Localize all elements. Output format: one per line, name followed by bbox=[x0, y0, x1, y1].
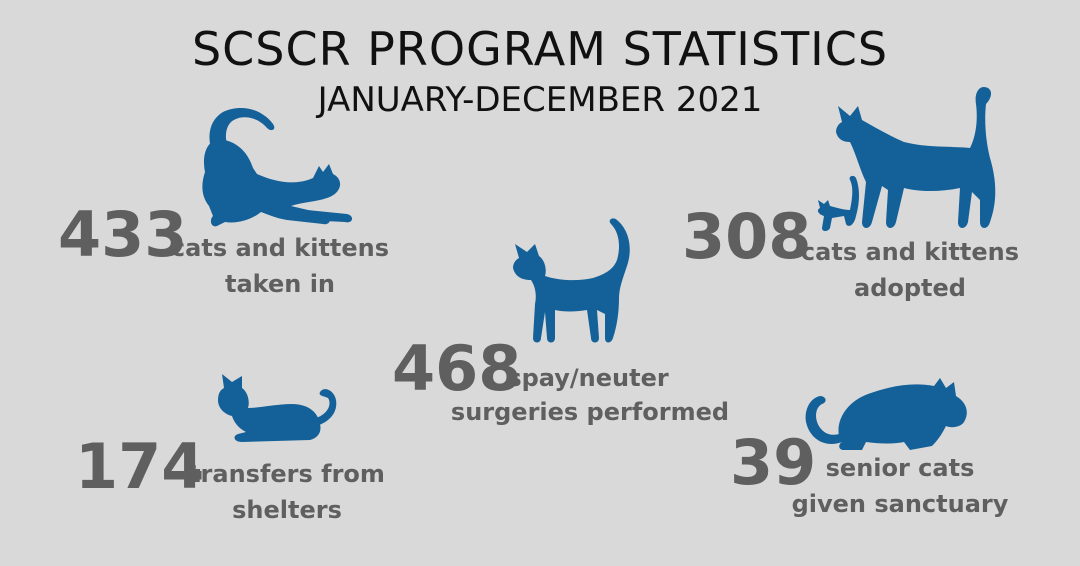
stat-caption-line: taken in bbox=[224, 270, 335, 298]
stat-caption-line: surgeries performed bbox=[450, 398, 730, 426]
stat-number: 308 bbox=[682, 200, 812, 273]
page-subtitle: JANUARY-DECEMBER 2021 bbox=[317, 80, 763, 120]
stat-caption-line: given sanctuary bbox=[791, 490, 1009, 518]
stat-number: 39 bbox=[730, 426, 817, 499]
stretching-cat-icon bbox=[202, 108, 353, 227]
stat-caption-line: adopted bbox=[854, 274, 966, 302]
stat-caption-line: cats and kittens bbox=[170, 234, 390, 262]
standing-cat-icon bbox=[513, 218, 630, 343]
stat-caption-line: shelters bbox=[232, 496, 342, 524]
stat-caption-line: cats and kittens bbox=[800, 238, 1020, 266]
stat-number: 433 bbox=[58, 198, 188, 271]
lying-cat-icon bbox=[218, 374, 337, 442]
stat-caption-line: spay/neuter bbox=[507, 364, 669, 392]
crouching-cat-icon bbox=[805, 378, 967, 450]
stat-number: 468 bbox=[392, 332, 522, 405]
stat-number: 174 bbox=[75, 430, 205, 503]
stat-caption-line: transfers from bbox=[189, 460, 385, 488]
stat-caption-line: senior cats bbox=[825, 454, 975, 482]
cat-and-kitten-icon bbox=[817, 86, 996, 231]
page-title: SCSCR PROGRAM STATISTICS bbox=[191, 22, 889, 76]
